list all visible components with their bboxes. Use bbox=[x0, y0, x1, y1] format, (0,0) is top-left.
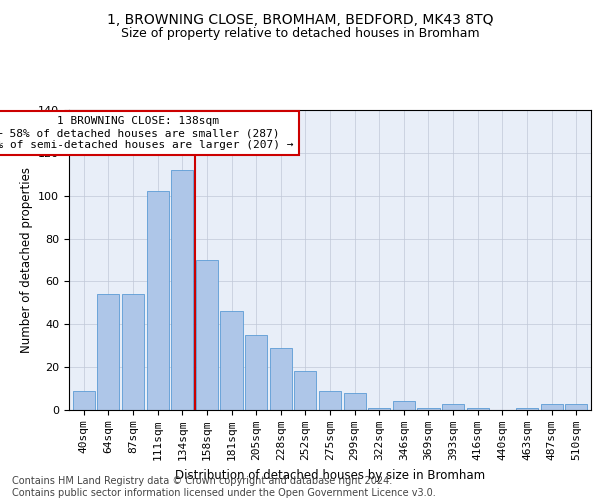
Bar bbox=[418, 408, 440, 410]
Bar bbox=[220, 312, 242, 410]
Bar bbox=[565, 404, 587, 410]
Text: 1 BROWNING CLOSE: 138sqm
← 58% of detached houses are smaller (287)
42% of semi-: 1 BROWNING CLOSE: 138sqm ← 58% of detach… bbox=[0, 116, 293, 150]
Bar bbox=[122, 294, 144, 410]
Bar bbox=[541, 404, 563, 410]
Bar bbox=[196, 260, 218, 410]
Bar bbox=[393, 402, 415, 410]
Bar bbox=[344, 393, 366, 410]
Bar bbox=[442, 404, 464, 410]
X-axis label: Distribution of detached houses by size in Bromham: Distribution of detached houses by size … bbox=[175, 468, 485, 481]
Bar bbox=[516, 408, 538, 410]
Bar bbox=[97, 294, 119, 410]
Text: Size of property relative to detached houses in Bromham: Size of property relative to detached ho… bbox=[121, 28, 479, 40]
Bar bbox=[467, 408, 489, 410]
Bar bbox=[294, 372, 316, 410]
Text: Contains HM Land Registry data © Crown copyright and database right 2024.
Contai: Contains HM Land Registry data © Crown c… bbox=[12, 476, 436, 498]
Bar bbox=[73, 390, 95, 410]
Text: 1, BROWNING CLOSE, BROMHAM, BEDFORD, MK43 8TQ: 1, BROWNING CLOSE, BROMHAM, BEDFORD, MK4… bbox=[107, 12, 493, 26]
Bar bbox=[146, 192, 169, 410]
Bar bbox=[245, 335, 267, 410]
Bar bbox=[319, 390, 341, 410]
Y-axis label: Number of detached properties: Number of detached properties bbox=[20, 167, 32, 353]
Bar bbox=[269, 348, 292, 410]
Bar bbox=[368, 408, 391, 410]
Bar bbox=[171, 170, 193, 410]
